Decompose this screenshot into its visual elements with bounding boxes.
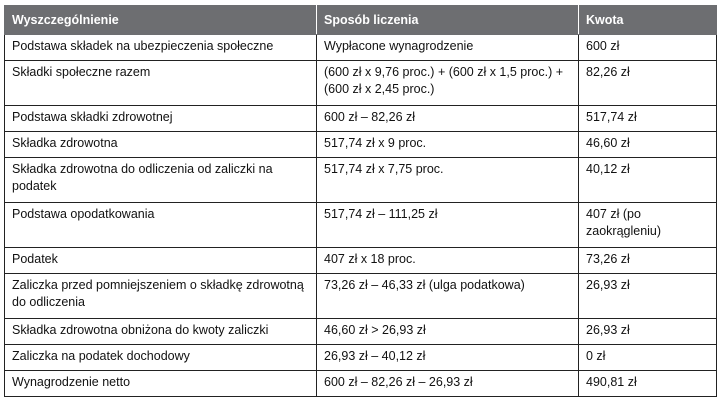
table-cell: Podatek: [4, 247, 317, 274]
table-cell: Składka zdrowotna do odliczenia od zalic…: [4, 157, 317, 203]
table-cell: (600 zł x 9,76 proc.) + (600 zł x 1,5 pr…: [316, 60, 579, 106]
table-row: Podatek 407 zł x 18 proc. 73,26 zł: [4, 247, 717, 274]
table-cell: 26,93 zł: [578, 318, 717, 345]
table-cell: 600 zł: [578, 34, 717, 61]
table-cell: 600 zł – 82,26 zł – 26,93 zł: [316, 370, 579, 397]
table-cell: Podstawa składek na ubezpieczenia społec…: [4, 34, 317, 61]
table-cell: 26,93 zł – 40,12 zł: [316, 344, 579, 371]
table-cell: 517,74 zł: [578, 105, 717, 132]
table-row: Podstawa składki zdrowotnej 600 zł – 82,2…: [4, 105, 717, 132]
table-cell: 407 zł (po zaokrągleniu): [578, 202, 717, 248]
table-body: Podstawa składek na ubezpieczenia społec…: [4, 34, 717, 397]
table-row: Wynagrodzenie netto 600 zł – 82,26 zł – 2…: [4, 370, 717, 397]
table-cell: Składka zdrowotna obniżona do kwoty zali…: [4, 318, 317, 345]
table-row: Podstawa opodatkowania 517,74 zł – 111,25…: [4, 202, 717, 248]
table-cell: Podstawa opodatkowania: [4, 202, 317, 248]
table-cell: 0 zł: [578, 344, 717, 371]
table-cell: 517,74 zł x 7,75 proc.: [316, 157, 579, 203]
table-cell: Zaliczka przed pomniejszeniem o składkę …: [4, 273, 317, 319]
table-row: Składka zdrowotna 517,74 zł x 9 proc. 46,6…: [4, 131, 717, 158]
table-cell: 82,26 zł: [578, 60, 717, 106]
table-cell: 600 zł – 82,26 zł: [316, 105, 579, 132]
table-cell: 73,26 zł – 46,33 zł (ulga podatkowa): [316, 273, 579, 319]
header-cell: Kwota: [578, 5, 717, 35]
table-cell: 46,60 zł: [578, 131, 717, 158]
table-cell: Wypłacone wynagrodzenie: [316, 34, 579, 61]
table-cell: 40,12 zł: [578, 157, 717, 203]
header-cell: Wyszczególnienie: [4, 5, 317, 35]
table-cell: 73,26 zł: [578, 247, 717, 274]
table-row: Podstawa składek na ubezpieczenia społec…: [4, 34, 717, 61]
table-row: Składka zdrowotna obniżona do kwoty zali…: [4, 318, 717, 345]
table-cell: 490,81 zł: [578, 370, 717, 397]
table-cell: 517,74 zł – 111,25 zł: [316, 202, 579, 248]
table-row: Składki społeczne razem (600 zł x 9,76 pr…: [4, 60, 717, 106]
table-cell: 26,93 zł: [578, 273, 717, 319]
table-cell: Składka zdrowotna: [4, 131, 317, 158]
table-row: Składka zdrowotna do odliczenia od zalic…: [4, 157, 717, 203]
table-cell: Podstawa składki zdrowotnej: [4, 105, 317, 132]
table-row: Zaliczka na podatek dochodowy 26,93 zł – …: [4, 344, 717, 371]
table-cell: 517,74 zł x 9 proc.: [316, 131, 579, 158]
table-cell: Składki społeczne razem: [4, 60, 317, 106]
table-cell: 46,60 zł > 26,93 zł: [316, 318, 579, 345]
table-cell: 407 zł x 18 proc.: [316, 247, 579, 274]
table-row: Zaliczka przed pomniejszeniem o składkę …: [4, 273, 717, 319]
header-cell: Sposób liczenia: [316, 5, 579, 35]
table-cell: Wynagrodzenie netto: [4, 370, 317, 397]
calculation-table: Wyszczególnienie Sposób liczenia Kwota Pod…: [4, 5, 717, 397]
table-cell: Zaliczka na podatek dochodowy: [4, 344, 317, 371]
header-row: Wyszczególnienie Sposób liczenia Kwota: [4, 5, 717, 35]
